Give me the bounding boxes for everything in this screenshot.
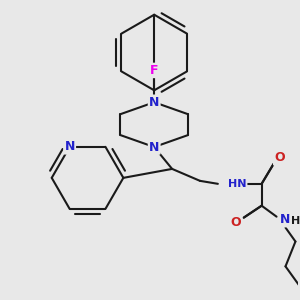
Text: N: N bbox=[280, 213, 291, 226]
Text: H: H bbox=[291, 216, 300, 226]
Text: F: F bbox=[150, 64, 158, 77]
Text: N: N bbox=[64, 140, 75, 153]
Text: HN: HN bbox=[228, 179, 246, 189]
Text: N: N bbox=[149, 140, 159, 154]
Text: N: N bbox=[149, 96, 159, 109]
Text: O: O bbox=[230, 216, 241, 229]
Text: O: O bbox=[274, 152, 285, 164]
